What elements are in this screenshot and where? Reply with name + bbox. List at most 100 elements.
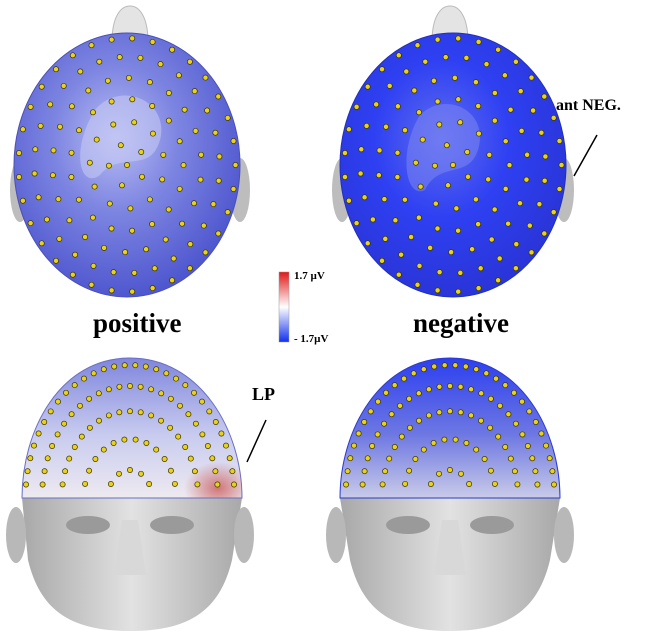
electrode-dot: [431, 162, 438, 169]
eye-shadow-shape: [470, 516, 514, 534]
electrode-dot: [436, 383, 443, 390]
electrode-dot: [95, 390, 102, 397]
electrode-dot: [401, 375, 407, 382]
electrode-dot: [198, 151, 205, 158]
electrode-dot: [110, 440, 117, 446]
nose-shape: [114, 520, 146, 575]
electrode-dot: [161, 456, 168, 462]
electrode-dot: [375, 398, 381, 405]
electrode-dot: [108, 36, 115, 43]
electrode-dot: [373, 101, 380, 108]
electrode-dot: [170, 255, 177, 262]
electrode-dot: [445, 182, 451, 189]
electrode-dot: [468, 386, 475, 393]
electrode-dot: [455, 288, 462, 295]
electrode-dot: [475, 103, 482, 109]
electrode-dot: [517, 88, 524, 95]
electrode-dot: [388, 411, 395, 418]
electrode-dot: [143, 440, 150, 446]
electrode-dot: [462, 363, 469, 370]
condition-label-negative: negative: [413, 308, 509, 338]
electrode-dot: [556, 186, 563, 192]
electrode-dot: [186, 265, 193, 272]
electrode-dot: [493, 375, 499, 382]
electrode-dot: [381, 420, 388, 427]
electrode-dot: [447, 467, 453, 473]
electrode-dot: [182, 444, 189, 450]
electrode-dot: [139, 173, 145, 180]
electrode-dot: [448, 249, 455, 256]
electrode-dot: [177, 402, 183, 409]
electrode-dot: [455, 227, 462, 234]
electrode-dot: [69, 271, 76, 278]
electrode-dot: [56, 235, 63, 242]
electrode-dot: [31, 170, 38, 177]
electrode-dot: [149, 38, 156, 45]
electrode-dot: [395, 271, 402, 278]
electrode-dot: [60, 82, 67, 89]
electrode-dot: [361, 194, 368, 201]
color-scale-max-label: 1.7 µV: [294, 270, 325, 282]
electrode-dot: [443, 142, 450, 149]
electrode-dot: [441, 436, 448, 443]
electrode-dot: [204, 107, 211, 114]
electrode-dot: [402, 127, 408, 134]
electrode-dot: [68, 174, 75, 180]
electrode-dot: [146, 196, 153, 203]
electrode-dot: [491, 117, 498, 124]
electrode-dot: [181, 106, 188, 113]
electrode-dot: [519, 431, 526, 438]
electrode-dot: [212, 129, 219, 136]
electrode-dot: [375, 172, 382, 179]
electrode-dot: [68, 103, 75, 110]
electrode-dot: [106, 200, 113, 207]
electrode-dot: [517, 200, 523, 207]
color-scale: [278, 271, 290, 343]
color-scale-bar: [278, 271, 290, 343]
electrode-dot: [455, 35, 462, 42]
electrode-dot: [35, 430, 42, 437]
electrode-dot: [53, 257, 59, 264]
electrode-dot: [151, 265, 158, 272]
electrode-dot: [191, 88, 198, 95]
electrode-dot: [469, 246, 476, 253]
electrode-dot: [528, 249, 535, 256]
electrode-dot: [495, 277, 502, 284]
electrode-dot: [129, 227, 136, 234]
electrode-dot: [415, 214, 422, 221]
electrode-dot: [487, 395, 494, 402]
electrode-dot: [475, 38, 482, 45]
electrode-dot: [116, 470, 122, 477]
electrode-dot: [117, 142, 124, 149]
electrode-dot: [447, 383, 453, 389]
electrode-dot: [383, 389, 389, 396]
electrode-dot: [39, 481, 46, 488]
electrode-dot: [543, 442, 549, 449]
electrode-dot: [447, 408, 453, 415]
electrode-dot: [179, 220, 186, 227]
electrode-dot: [165, 206, 172, 213]
electrode-dot: [513, 241, 520, 248]
electrode-dot: [468, 412, 475, 419]
electrode-dot: [416, 262, 423, 269]
electrode-dot: [473, 446, 480, 453]
eye-shadow-shape: [150, 516, 194, 534]
right-ear-shape: [234, 507, 254, 563]
electrode-dot: [364, 240, 371, 247]
electrode-dot: [347, 455, 354, 462]
electrode-dot: [224, 114, 231, 121]
electrode-dot: [359, 481, 366, 488]
electrode-dot: [532, 419, 539, 425]
contour-region: [80, 95, 162, 179]
electrode-dot: [77, 402, 83, 409]
electrode-dot: [27, 220, 34, 227]
electrode-dot: [538, 129, 545, 136]
electrode-dot: [502, 382, 509, 389]
electrode-dot: [85, 87, 92, 94]
electrode-dot: [66, 217, 73, 224]
electrode-dot: [91, 183, 98, 190]
electrode-dot: [182, 382, 189, 389]
electrode-dot: [149, 221, 156, 228]
electrode-dot: [200, 222, 207, 229]
